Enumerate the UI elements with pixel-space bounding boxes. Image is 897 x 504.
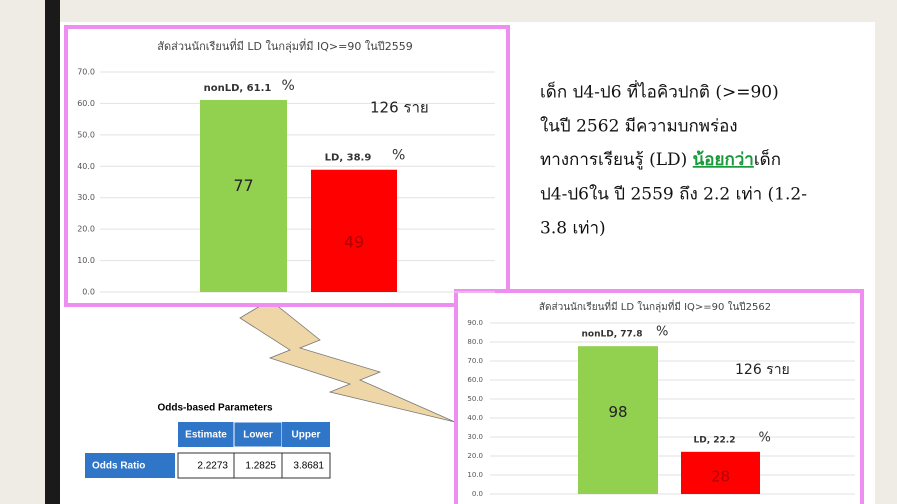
bar [200,99,287,292]
bar [578,346,658,494]
count-label: 49 [344,233,364,252]
y-tick-label: 80.0 [467,338,483,346]
text-line: ป4-ป6ใน ปี 2559 ถึง 2.2 เท่า (1.2- [540,184,807,205]
lightning-bolt [239,299,456,423]
header-text: Upper [292,430,321,441]
y-tick-label: 10.0 [467,471,483,479]
text-line: ทางการเรียนรู้ (LD) [540,150,693,170]
y-tick-label: 60.0 [467,376,483,384]
y-tick-label: 30.0 [77,193,95,202]
data-label: nonLD, 61.1 [204,83,272,94]
unit-mark: % [282,78,295,94]
unit-mark: % [656,325,668,340]
count-label: 98 [608,403,627,421]
y-tick-label: 0.0 [82,288,95,297]
cell-text: 2.2273 [197,461,228,472]
table-title: Odds-based Parameters [157,403,272,414]
y-tick-label: 50.0 [467,395,483,403]
header-text: Lower [243,430,273,441]
cell [281,452,331,479]
y-tick-label: 70.0 [467,357,483,365]
chart-frame [454,289,864,504]
data-label: LD, 38.9 [325,153,372,164]
text-line: เด็ก [754,148,781,170]
y-tick-label: 70.0 [77,68,95,77]
row-label-cell [85,453,175,478]
text-line: ในปี 2562 มีความบกพร่อง [540,116,738,137]
y-tick-label: 20.0 [467,452,483,460]
y-tick-label: 40.0 [77,162,95,171]
unit-mark: % [759,430,771,445]
count-label: 77 [233,176,253,195]
side-bar [45,0,60,504]
text-line: เด็ก ป4-ป6 ที่ไอคิวปกติ (>=90) [540,80,779,103]
bar [681,451,760,494]
y-tick-label: 90.0 [467,319,483,327]
y-tick-label: 40.0 [467,414,483,422]
odds-table: Odds-based Parameters Estimate Lower Upp… [85,403,331,479]
annotation: 126 ราย [735,362,790,378]
chart-title: สัดส่วนนักเรียนที่มี LD ในกลุ่มที่มี IQ>… [157,38,412,53]
header-cell [178,422,234,447]
text-line: 3.8 เท่า) [540,219,606,239]
cell-text: 3.8681 [293,461,324,472]
header-text: Estimate [185,430,227,441]
y-tick-label: 50.0 [77,130,95,139]
row-label: Odds Ratio [92,461,145,472]
data-label: LD, 22.2 [694,435,736,445]
y-tick-label: 10.0 [77,256,95,265]
description: เด็ก ป4-ป6 ที่ไอคิวปกติ (>=90) ในปี 2562… [540,80,807,239]
header-cell [282,422,330,447]
y-tick-label: 60.0 [77,99,95,108]
cell [233,452,283,479]
text-line: ทางการเรียนรู้ (LD) น้อยกว่าเด็ก [540,148,781,170]
annotation: 126 ราย [370,99,429,117]
y-tick-label: 20.0 [77,225,95,234]
count-label: 28 [711,468,730,486]
y-tick-label: 0.0 [472,490,483,498]
header-cell [233,421,283,448]
data-label: nonLD, 77.8 [582,330,643,340]
unit-mark: % [392,148,405,164]
cell-text: 1.2825 [245,461,276,472]
y-tick-label: 30.0 [467,433,483,441]
chart-title: สัดส่วนนักเรียนที่มี LD ในกลุ่มที่มี IQ>… [539,299,771,313]
emphasis: น้อยกว่า [693,150,754,170]
bar [311,169,397,292]
